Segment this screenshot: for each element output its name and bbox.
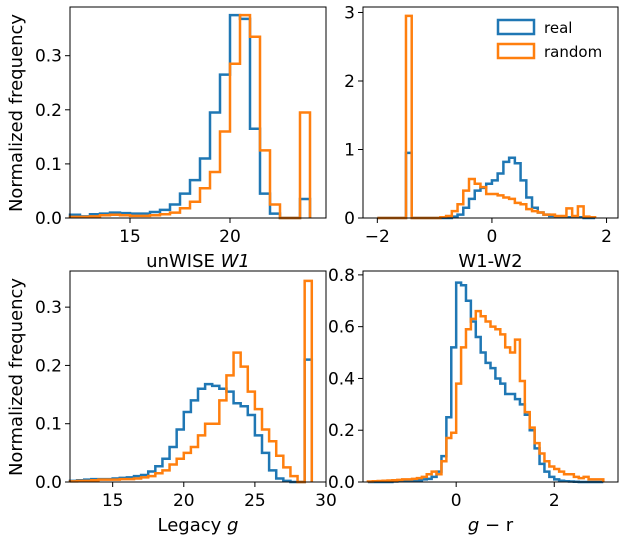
x-tick-label-panel-1: 15 [119,227,141,247]
y-tick-label-panel-3: 0.2 [35,356,62,376]
series-random-panel-1 [68,13,312,220]
y-tick-label-panel-2: 2 [344,72,355,92]
chart-panel-2: −2 0 2 0 1 2 3 W1-W2 [344,3,619,272]
x-axis-label-part: g [468,515,479,536]
chart-panel-1: 15 20 0.0 0.1 0.2 0.3 unWISE W1 [35,6,327,272]
y-tick-label-panel-3: 0.1 [35,415,62,435]
y-tick-label-panel-4: 0.0 [328,473,355,493]
x-tick-label-panel-2: 2 [601,227,612,247]
x-tick-label-panel-1: 20 [219,227,241,247]
series-real-panel-2 [377,151,596,220]
y-tick-label-panel-2: 3 [344,3,355,23]
y-axis-label-bottom: Normalized frequency [6,278,27,476]
legend: real random [496,18,602,61]
y-tick-label-panel-2: 0 [344,209,355,229]
x-axis-label-panel-1: unWISE W1 [146,251,250,272]
y-tick-label-panel-1: 0.3 [35,47,62,67]
series-random-panel-4 [366,309,605,483]
chart-panel-4: 0 2 0.0 0.2 0.4 0.6 0.8 g − r [328,266,619,536]
x-tick-label-panel-2: 0 [487,227,498,247]
series-real-panel-4 [367,281,604,484]
plot-frame-panel-1 [69,6,327,219]
x-axis-label-panel-4: g − r [468,515,514,536]
y-tick-label-panel-1: 0.2 [35,101,62,121]
x-axis-label-panel-3: Legacy g [158,515,239,536]
y-tick-label-panel-1: 0.1 [35,155,62,175]
x-axis-label-part: g [227,515,238,536]
legend-label-random: random [544,43,602,61]
y-tick-label-panel-4: 0.4 [328,369,355,389]
plot-frame-panel-4 [362,270,619,483]
x-tick-label-panel-3: 25 [244,491,266,511]
x-tick-label-panel-4: 2 [549,491,560,511]
x-axis-label-part: − r [479,515,514,536]
y-tick-label-panel-3: 0.3 [35,298,62,318]
x-tick-label-panel-2: −2 [365,227,390,247]
y-tick-label-panel-2: 1 [344,140,355,160]
legend-label-real: real [544,19,572,37]
legend-swatch-random [496,42,536,60]
x-tick-label-panel-3: 30 [315,491,337,511]
y-tick-label-panel-4: 0.6 [328,318,355,338]
x-axis-label-part: unWISE [146,251,220,272]
x-axis-label-part: Legacy [158,515,228,536]
series-real-panel-3 [68,358,314,484]
x-tick-label-panel-4: 0 [451,491,462,511]
y-tick-label-panel-1: 0.0 [35,209,62,229]
series-random-panel-3 [68,279,314,484]
x-axis-label-part: W1-W2 [458,251,522,272]
plot-frame-panel-2 [362,6,619,219]
x-axis-label-panel-2: W1-W2 [458,251,522,272]
x-tick-label-panel-3: 15 [102,491,124,511]
chart-panel-3: 15 20 25 30 0.0 0.1 0.2 0.3 Legacy g [35,270,337,536]
series-real-panel-1 [68,13,312,220]
y-tick-label-panel-4: 0.8 [328,266,355,286]
y-tick-label-panel-3: 0.0 [35,473,62,493]
y-tick-label-panel-4: 0.2 [328,421,355,441]
x-tick-label-panel-3: 20 [173,491,195,511]
legend-swatch-real [496,18,536,36]
y-axis-label-top: Normalized frequency [6,14,27,212]
plot-frame-panel-3 [69,270,327,483]
x-axis-label-part: W1 [221,251,250,272]
